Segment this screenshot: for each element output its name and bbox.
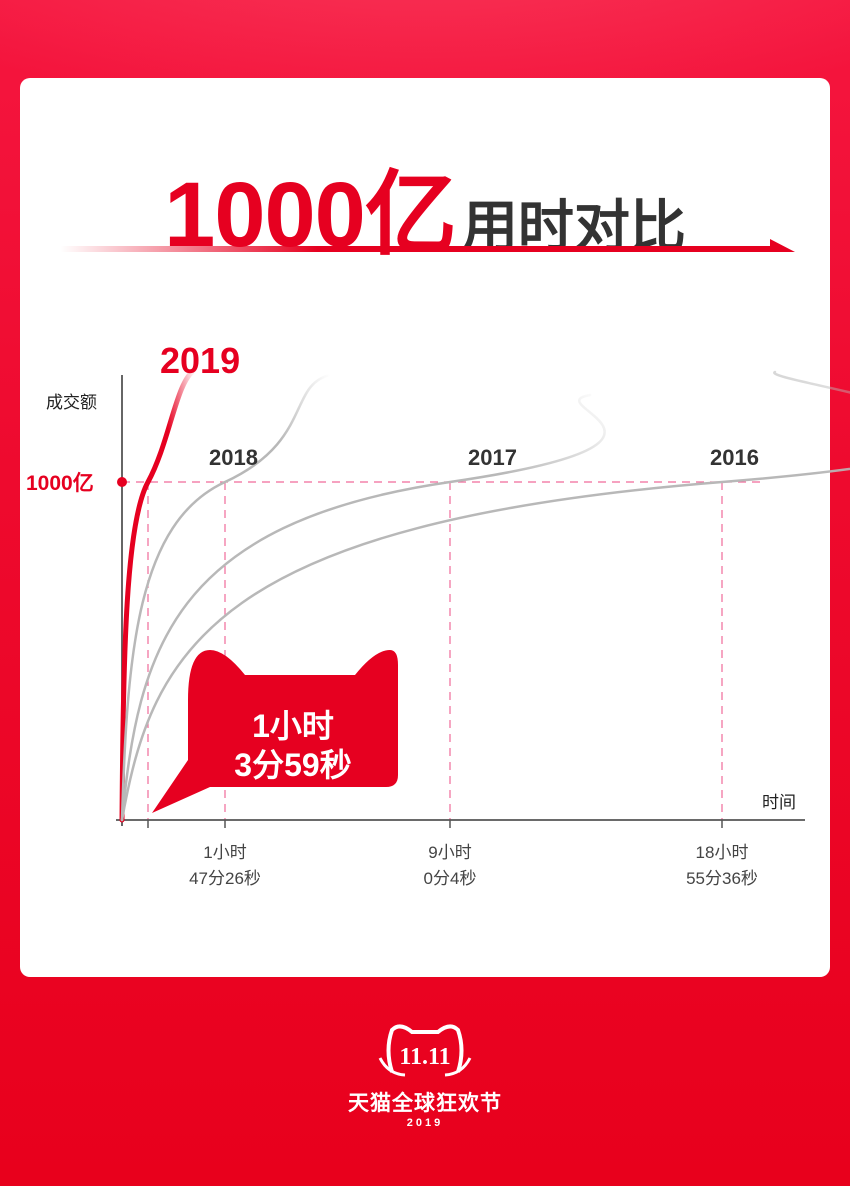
callout-line2: 3分59秒 bbox=[234, 747, 351, 783]
series-line-2019 bbox=[119, 367, 198, 823]
logo-year: 2019 bbox=[406, 1117, 444, 1129]
series-line-2018 bbox=[120, 373, 332, 822]
callout-line1: 1小时 bbox=[252, 708, 334, 744]
tick-label-2016: 18小时 55分36秒 bbox=[686, 843, 758, 888]
title-underline bbox=[60, 239, 795, 252]
tick-label-2017: 9小时 0分4秒 bbox=[424, 843, 477, 888]
cat-head-icon: 11.11 bbox=[378, 1024, 472, 1077]
series-line-2016 bbox=[120, 370, 850, 822]
tick-label-2018: 1小时 47分26秒 bbox=[189, 843, 261, 888]
x-axis-label: 时间 bbox=[762, 793, 796, 812]
svg-text:18小时: 18小时 bbox=[696, 843, 749, 862]
series-label-2017: 2017 bbox=[468, 445, 517, 470]
series-label-2019: 2019 bbox=[160, 340, 240, 381]
threshold-label: 1000亿 bbox=[26, 471, 94, 495]
tmall-1111-logo: 11.11 天猫全球狂欢节 2019 bbox=[330, 1020, 520, 1129]
svg-text:9小时: 9小时 bbox=[428, 843, 471, 862]
svg-text:1小时: 1小时 bbox=[203, 843, 246, 862]
series-line-2017 bbox=[120, 393, 606, 822]
series-label-2018: 2018 bbox=[209, 445, 258, 470]
svg-text:11.11: 11.11 bbox=[399, 1044, 450, 1070]
svg-text:0分4秒: 0分4秒 bbox=[424, 869, 477, 888]
svg-text:47分26秒: 47分26秒 bbox=[189, 869, 261, 888]
series-label-2016: 2016 bbox=[710, 445, 759, 470]
callout-bubble: 1小时 3分59秒 bbox=[152, 650, 398, 813]
svg-text:55分36秒: 55分36秒 bbox=[686, 869, 758, 888]
y-axis-label: 成交额 bbox=[46, 393, 97, 412]
chart-card bbox=[20, 78, 830, 977]
logo-text: 天猫全球狂欢节 bbox=[348, 1092, 502, 1115]
threshold-marker bbox=[117, 477, 127, 487]
